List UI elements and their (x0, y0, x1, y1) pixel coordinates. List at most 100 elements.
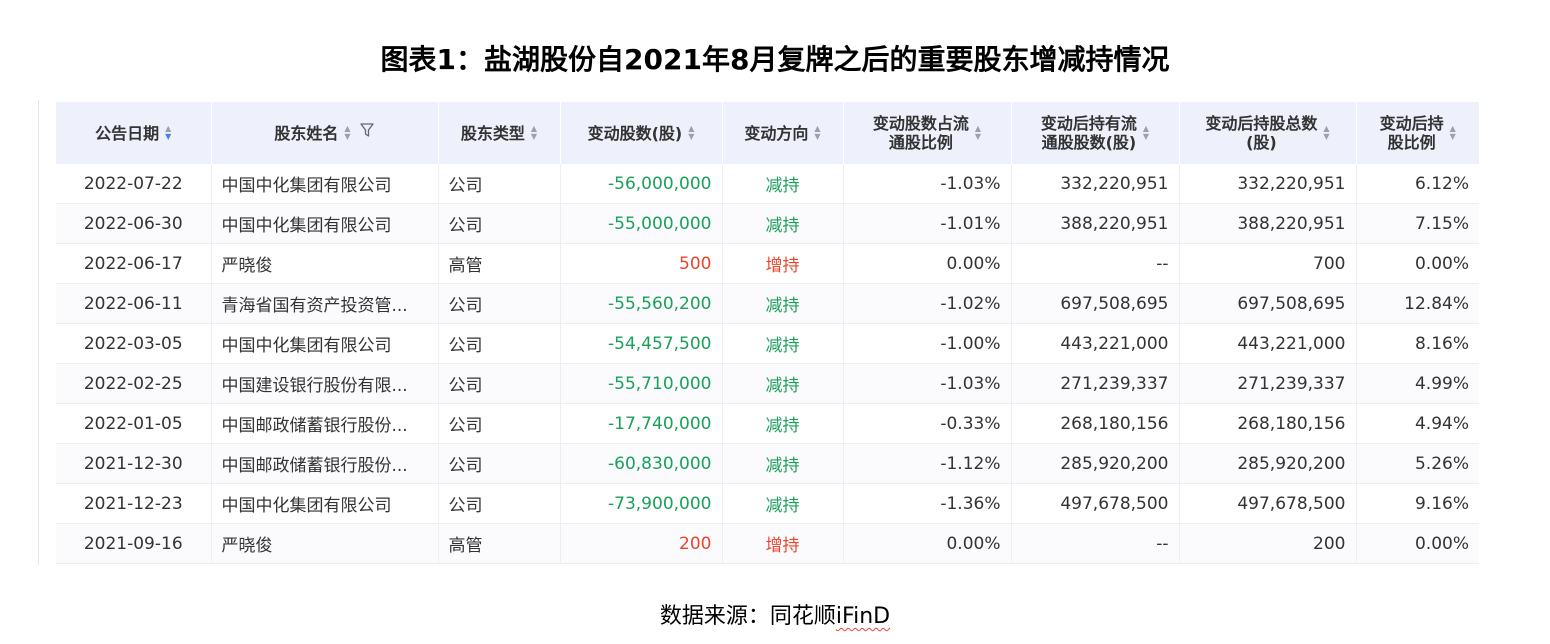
cell-float-after: 285,920,200 (1011, 443, 1180, 484)
filter-funnel-icon[interactable] (359, 122, 375, 144)
cell-change: -55,000,000 (560, 203, 723, 244)
cell-name: 中国中化集团有限公司 (211, 483, 439, 524)
cell-change: -60,830,000 (560, 443, 723, 484)
cell-total-after: 388,220,951 (1179, 203, 1357, 244)
column-header-8[interactable]: 变动后持 股比例 ▲ ▼ (1356, 102, 1479, 164)
column-header-5[interactable]: 变动股数占流 通股比例 ▲ ▼ (843, 102, 1012, 164)
cell-type: 高管 (438, 243, 561, 284)
cell-ratio: -1.00% (843, 323, 1012, 364)
table-row[interactable]: 2021-12-23 中国中化集团有限公司 公司 -73,900,000 减持 -1.36… (56, 483, 1479, 524)
table-row[interactable]: 2022-06-17 严晓俊 高管 500 增持 0.00% -- 700 0.00% (56, 243, 1479, 284)
data-source-note: 数据来源：同花顺iFinD (0, 598, 1550, 630)
cell-total-after: 700 (1179, 243, 1357, 284)
cell-direction: 减持 (722, 363, 844, 404)
shareholder-changes-table: 公告日期 ▲ ▼ 股东姓名 ▲ ▼ 股东类型 ▲ ▼ 变动股数(股) ▲ ▼ 变动方向 ▲ ▼ 变动股数占流 … (56, 102, 1479, 564)
shareholder-table-container: 公告日期 ▲ ▼ 股东姓名 ▲ ▼ 股东类型 ▲ ▼ 变动股数(股) ▲ ▼ 变动方向 ▲ ▼ 变动股数占流 … (56, 102, 1479, 564)
cell-name: 中国建设银行股份有限... (211, 363, 439, 404)
sort-caret-icon[interactable]: ▲ ▼ (688, 124, 695, 141)
table-row[interactable]: 2022-06-11 青海省国有资产投资管... 公司 -55,560,200 减持 -1… (56, 283, 1479, 324)
cell-hold-ratio: 7.15% (1356, 203, 1479, 244)
cell-change: 500 (560, 243, 723, 284)
cell-hold-ratio: 0.00% (1356, 243, 1479, 284)
cell-name: 严晓俊 (211, 243, 439, 284)
cell-change: -55,710,000 (560, 363, 723, 404)
cell-date: 2022-06-17 (56, 243, 212, 284)
cell-direction: 减持 (722, 164, 844, 204)
sort-caret-icon[interactable]: ▲ ▼ (1142, 124, 1150, 141)
cell-direction: 减持 (722, 323, 844, 364)
cell-type: 公司 (438, 203, 561, 244)
cell-name: 中国中化集团有限公司 (211, 203, 439, 244)
cell-hold-ratio: 9.16% (1356, 483, 1479, 524)
sort-caret-icon[interactable]: ▲ ▼ (974, 124, 982, 141)
page-title: 图表1：盐湖股份自2021年8月复牌之后的重要股东增减持情况 (380, 43, 1170, 76)
cell-direction: 减持 (722, 443, 844, 484)
cell-total-after: 268,180,156 (1179, 403, 1357, 444)
cell-hold-ratio: 0.00% (1356, 523, 1479, 564)
column-header-2[interactable]: 股东类型 ▲ ▼ (438, 102, 561, 164)
column-header-label: 变动方向 (744, 123, 809, 143)
cell-total-after: 332,220,951 (1179, 164, 1357, 204)
table-row[interactable]: 2022-01-05 中国邮政储蓄银行股份... 公司 -17,740,000 减持 -0… (56, 403, 1479, 444)
cell-type: 公司 (438, 403, 561, 444)
cell-direction: 减持 (722, 203, 844, 244)
table-row[interactable]: 2022-02-25 中国建设银行股份有限... 公司 -55,710,000 减持 -1… (56, 363, 1479, 404)
column-header-3[interactable]: 变动股数(股) ▲ ▼ (560, 102, 723, 164)
cell-ratio: -1.03% (843, 164, 1012, 204)
sort-caret-icon[interactable]: ▲ ▼ (1323, 124, 1330, 141)
cell-date: 2022-03-05 (56, 323, 212, 364)
cell-hold-ratio: 4.99% (1356, 363, 1479, 404)
cell-hold-ratio: 5.26% (1356, 443, 1479, 484)
table-row[interactable]: 2022-06-30 中国中化集团有限公司 公司 -55,000,000 减持 -1.01… (56, 203, 1479, 244)
cell-hold-ratio: 8.16% (1356, 323, 1479, 364)
table-header-row: 公告日期 ▲ ▼ 股东姓名 ▲ ▼ 股东类型 ▲ ▼ 变动股数(股) ▲ ▼ 变动方向 ▲ ▼ 变动股数占流 … (56, 102, 1479, 164)
sort-caret-icon[interactable]: ▲ ▼ (814, 124, 821, 141)
column-header-label: 股东类型 (460, 123, 525, 143)
column-header-1[interactable]: 股东姓名 ▲ ▼ (211, 102, 439, 164)
cell-ratio: -0.33% (843, 403, 1012, 444)
cell-date: 2021-09-16 (56, 523, 212, 564)
cell-ratio: -1.03% (843, 363, 1012, 404)
cell-ratio: 0.00% (843, 243, 1012, 284)
cell-ratio: -1.12% (843, 443, 1012, 484)
cell-change: 200 (560, 523, 723, 564)
cell-total-after: 497,678,500 (1179, 483, 1357, 524)
column-header-label: 变动股数(股) (587, 123, 683, 143)
cell-type: 高管 (438, 523, 561, 564)
cell-total-after: 285,920,200 (1179, 443, 1357, 484)
cell-name: 青海省国有资产投资管... (211, 283, 439, 324)
cell-date: 2022-01-05 (56, 403, 212, 444)
column-header-4[interactable]: 变动方向 ▲ ▼ (722, 102, 844, 164)
column-header-7[interactable]: 变动后持股总数 (股) ▲ ▼ (1179, 102, 1357, 164)
sort-caret-icon[interactable]: ▲ ▼ (344, 124, 351, 141)
column-header-label: 变动股数占流 通股比例 (872, 114, 969, 152)
cell-direction: 增持 (722, 243, 844, 284)
table-row[interactable]: 2022-07-22 中国中化集团有限公司 公司 -56,000,000 减持 -1.03… (56, 164, 1479, 204)
table-row[interactable]: 2021-12-30 中国邮政储蓄银行股份... 公司 -60,830,000 减持 -1… (56, 443, 1479, 484)
cell-direction: 减持 (722, 483, 844, 524)
column-header-label: 公告日期 (95, 123, 160, 143)
column-header-0[interactable]: 公告日期 ▲ ▼ (56, 102, 212, 164)
cell-float-after: 697,508,695 (1011, 283, 1180, 324)
cell-ratio: -1.02% (843, 283, 1012, 324)
column-header-6[interactable]: 变动后持有流 通股股数(股) ▲ ▼ (1011, 102, 1180, 164)
cell-total-after: 443,221,000 (1179, 323, 1357, 364)
cell-float-after: 271,239,337 (1011, 363, 1180, 404)
table-row[interactable]: 2022-03-05 中国中化集团有限公司 公司 -54,457,500 减持 -1.00… (56, 323, 1479, 364)
sort-caret-icon[interactable]: ▲ ▼ (1449, 124, 1456, 141)
sort-caret-icon[interactable]: ▲ ▼ (165, 124, 172, 141)
cell-float-after: 332,220,951 (1011, 164, 1180, 204)
cell-ratio: 0.00% (843, 523, 1012, 564)
cell-name: 中国中化集团有限公司 (211, 164, 439, 204)
cell-date: 2021-12-23 (56, 483, 212, 524)
cell-type: 公司 (438, 443, 561, 484)
sort-caret-icon[interactable]: ▲ ▼ (530, 124, 538, 141)
left-divider (38, 100, 39, 565)
cell-float-after: -- (1011, 523, 1180, 564)
cell-type: 公司 (438, 323, 561, 364)
cell-name: 中国邮政储蓄银行股份... (211, 403, 439, 444)
cell-change: -56,000,000 (560, 164, 723, 204)
cell-direction: 减持 (722, 283, 844, 324)
table-row[interactable]: 2021-09-16 严晓俊 高管 200 增持 0.00% -- 200 0.00% (56, 523, 1479, 564)
cell-total-after: 271,239,337 (1179, 363, 1357, 404)
